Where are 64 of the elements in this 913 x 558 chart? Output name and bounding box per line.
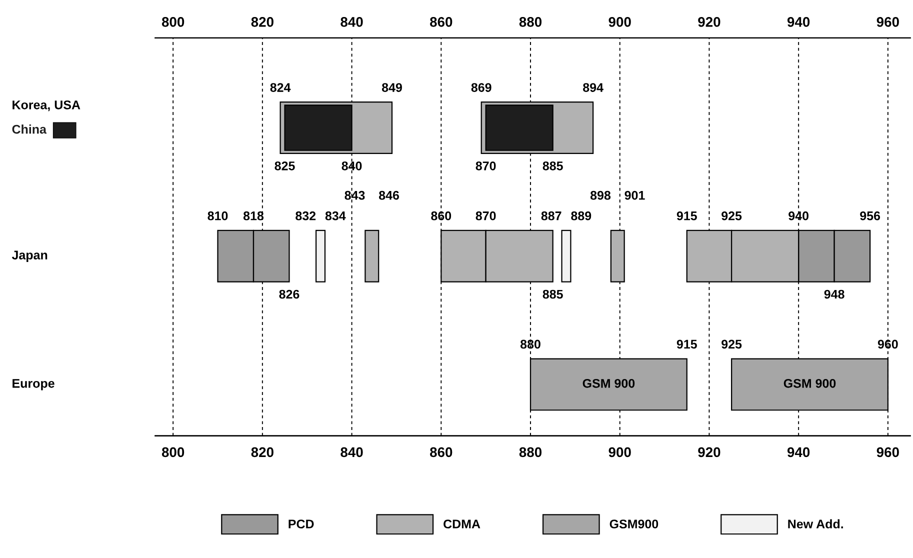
y-tick-label: Japan — [12, 250, 48, 262]
annotation: 894 — [583, 83, 604, 92]
annotation: 915 — [676, 211, 697, 220]
annotation: 849 — [382, 83, 402, 92]
x2-tick-label: 920 — [698, 17, 720, 27]
annotation: GSM 900 — [784, 378, 836, 388]
annotation: 885 — [542, 161, 563, 170]
x-tick-label: 920 — [698, 447, 720, 458]
annotation: 940 — [788, 211, 808, 220]
annotation: 834 — [325, 211, 346, 220]
annotation: 846 — [378, 190, 399, 200]
x-tick-label: 880 — [519, 447, 542, 458]
x-tick-label: 860 — [430, 447, 452, 458]
x2-tick-label: 820 — [251, 17, 274, 27]
bar — [485, 104, 554, 151]
bar — [561, 230, 572, 282]
x2-tick-label: 960 — [876, 17, 899, 27]
bar — [315, 230, 326, 282]
annotation: 901 — [624, 190, 645, 200]
x2-tick-label: 800 — [162, 17, 184, 27]
x2-tick-label: 900 — [608, 17, 631, 27]
annotation: GSM 900 — [582, 378, 635, 388]
annotation: 818 — [243, 211, 264, 220]
x-tick-label: 800 — [162, 447, 184, 458]
annotation: 860 — [431, 211, 452, 220]
annotation: 840 — [342, 161, 362, 170]
annotation: 826 — [279, 290, 300, 299]
annotation: 925 — [722, 211, 742, 220]
x-tick-label: 820 — [251, 447, 274, 458]
annotation: 948 — [824, 290, 844, 299]
annotation: 825 — [274, 161, 295, 170]
legend-label: GSM900 — [610, 520, 658, 528]
text: China — [12, 124, 47, 134]
y-tick-label: Korea, USA — [12, 100, 80, 112]
bar — [364, 230, 380, 282]
annotation: 885 — [542, 290, 563, 299]
x-tick-label: 840 — [340, 447, 363, 458]
x2-tick-label: 880 — [519, 17, 542, 27]
annotation: 832 — [296, 211, 316, 220]
x2-tick-label: 840 — [340, 17, 363, 27]
legend-label: PCD — [288, 520, 314, 528]
x2-tick-label: 860 — [430, 17, 452, 27]
annotation: 880 — [520, 340, 540, 349]
y-tick-label: Europe — [12, 379, 54, 390]
legend-label: New Add. — [788, 519, 843, 528]
annotation: 887 — [541, 211, 562, 220]
annotation: 925 — [722, 340, 742, 349]
x-tick-label: 940 — [787, 447, 810, 458]
annotation: 960 — [878, 340, 898, 349]
x-tick-label: 900 — [608, 447, 631, 458]
annotation: 898 — [590, 190, 611, 200]
annotation: 824 — [270, 83, 291, 92]
annotation: 870 — [476, 211, 496, 220]
annotation: 870 — [476, 161, 496, 170]
annotation: 843 — [344, 190, 365, 200]
bar — [284, 104, 352, 151]
annotation: 915 — [676, 340, 697, 349]
annotation: 810 — [208, 211, 228, 220]
x-tick-label: 960 — [876, 447, 899, 458]
annotation: 889 — [571, 211, 592, 220]
x2-tick-label: 940 — [787, 17, 810, 27]
annotation: 956 — [860, 211, 880, 220]
annotation: 869 — [471, 83, 492, 92]
legend-label: CDMA — [444, 520, 480, 528]
